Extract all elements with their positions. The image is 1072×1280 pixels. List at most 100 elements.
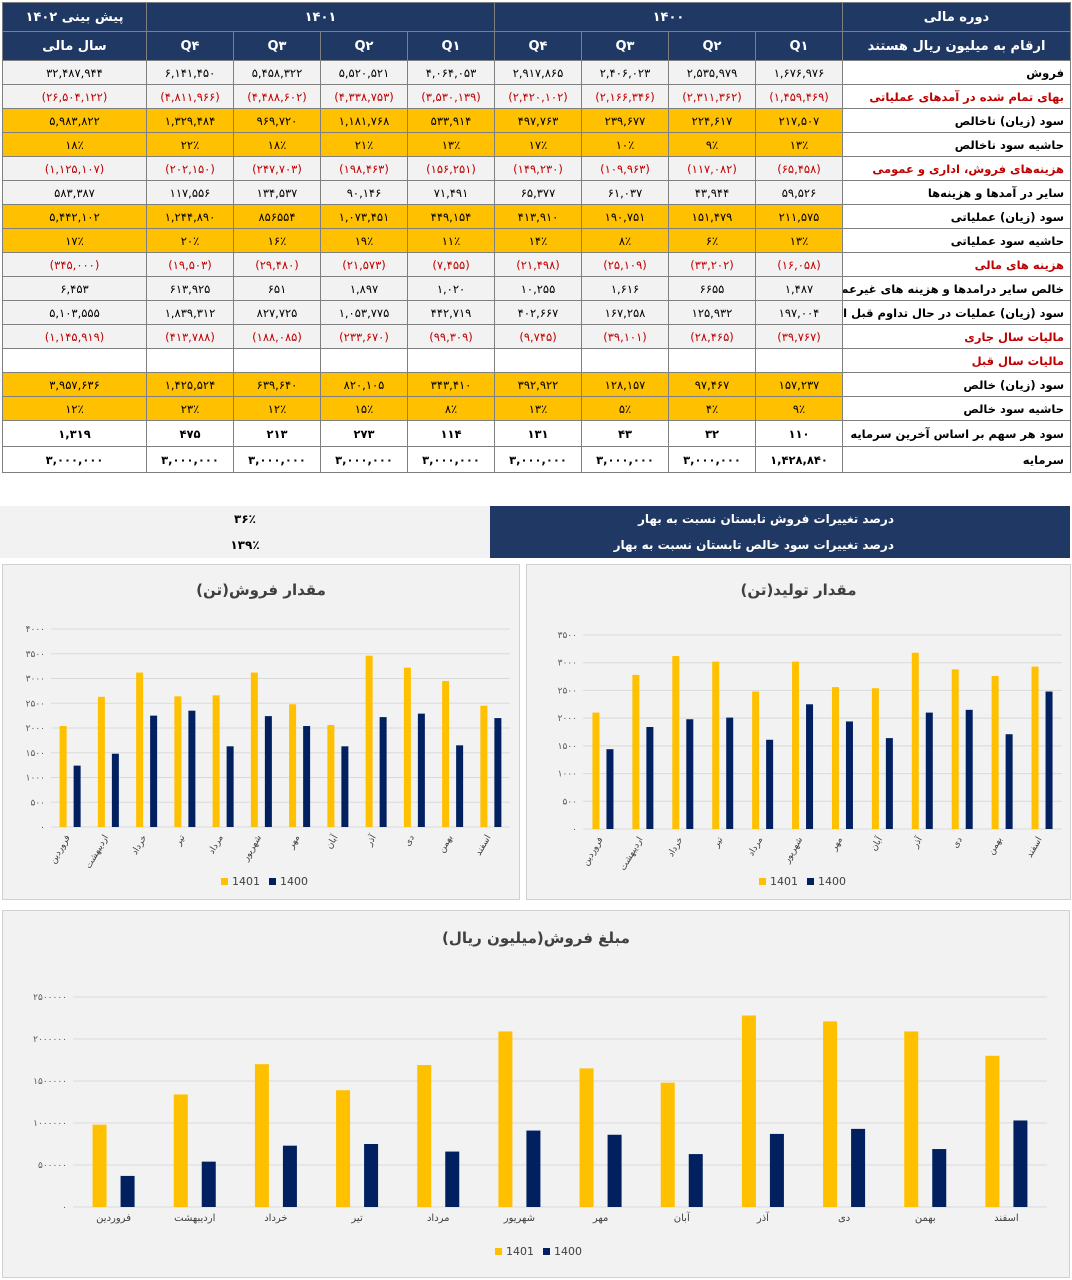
bar-1400 <box>806 704 814 829</box>
bar-1401 <box>741 1015 756 1207</box>
bar-1400 <box>73 765 81 827</box>
x-tick-label: مهر <box>592 1213 608 1224</box>
table-cell: ۱۱٪ <box>407 228 495 253</box>
chart-panel-sales-qty: مقدار فروش(تن) ۰ ۵۰۰ ۱۰۰۰ ۱۵۰۰ ۲۰۰۰ ۲۵۰۰ ۳۰۰۰ ۳… <box>2 564 520 900</box>
header-period: دوره مالی <box>842 2 1071 32</box>
bar-1401 <box>403 667 411 827</box>
table-cell <box>668 348 756 373</box>
table-cell: ۱۹٪ <box>320 228 408 253</box>
table-cell: ۴۴۹,۱۵۴ <box>407 204 495 229</box>
table-cell: ۱۲۵,۹۳۲ <box>668 300 756 325</box>
header-year-1400: ۱۴۰۰ <box>494 2 843 32</box>
row-label: مالیات سال قبل <box>842 348 1071 373</box>
table-cell: ۴۴۲,۷۱۹ <box>407 300 495 325</box>
quarter-header: Q۳ <box>233 31 321 61</box>
bar-1400 <box>264 716 272 827</box>
table-cell: ۱۲۸,۱۵۷ <box>581 372 669 397</box>
table-cell <box>2 348 147 373</box>
x-tick-label: خرداد <box>130 834 149 857</box>
row-label: حاشیه سود خالص <box>842 396 1071 421</box>
table-cell <box>581 348 669 373</box>
bar-1400 <box>111 753 119 827</box>
table-cell: (۶۵,۴۵۸) <box>755 156 843 181</box>
table-cell: ۱۰٪ <box>581 132 669 157</box>
table-cell: ۱,۸۹۷ <box>320 276 408 301</box>
bar-1401 <box>480 705 488 827</box>
table-cell: ۱,۴۲۸,۸۴۰ <box>755 446 843 473</box>
table-cell: ۲,۴۰۶,۰۲۳ <box>581 60 669 85</box>
x-tick-label: اردیبهشت <box>618 836 645 873</box>
table-cell: ۶,۴۵۳ <box>2 276 147 301</box>
table-cell: (۳۹,۱۰۱) <box>581 324 669 349</box>
legend-label: 1401 <box>770 875 798 888</box>
legend-label: 1400 <box>554 1245 582 1258</box>
quarter-header: Q۱ <box>407 31 495 61</box>
bar-1401 <box>254 1064 269 1207</box>
bar-1400 <box>282 1145 297 1207</box>
x-tick-label: آبان <box>674 1211 691 1224</box>
table-row: هزینه های مالی (۱۶,۰۵۸) (۳۳,۲۰۲) (۲۵,۱۰۹) (۲… <box>2 252 1071 277</box>
table-cell: ۱۷٪ <box>2 228 147 253</box>
table-cell: ۱۶۷,۲۵۸ <box>581 300 669 325</box>
table-cell: ۵,۹۸۳,۸۲۲ <box>2 108 147 133</box>
table-cell: (۱,۱۴۵,۹۱۹) <box>2 324 147 349</box>
table-cell: (۳۹,۷۶۷) <box>755 324 843 349</box>
table-cell: ۳۹۲,۹۲۲ <box>494 372 582 397</box>
fiscal-year-header: سال مالی <box>2 31 147 61</box>
quarter-header: Q۱ <box>755 31 843 61</box>
quarter-header: Q۲ <box>668 31 756 61</box>
legend-swatch <box>807 878 814 885</box>
table-cell: (۲,۳۱۱,۳۶۲) <box>668 84 756 109</box>
table-row: حاشیه سود خالص ۹٪ ۴٪ ۵٪ ۱۳٪ ۸٪ ۱۵٪ ۱۲٪ ۲۳٪ ۱۲٪ <box>2 396 1071 421</box>
table-cell: ۱۷٪ <box>494 132 582 157</box>
x-tick-label: فروردین <box>96 1213 131 1224</box>
table-cell: (۴,۴۸۸,۶۰۲) <box>233 84 321 109</box>
row-label: بهای تمام شده در آمدهای عملیاتی <box>842 84 1071 109</box>
table-cell: ۱,۴۸۷ <box>755 276 843 301</box>
y-tick-label: ۱۵۰۰ <box>26 749 45 759</box>
bar-1401 <box>792 661 800 829</box>
x-tick-label: خرداد <box>666 836 685 859</box>
row-label: حاشیه سود عملیاتی <box>842 228 1071 253</box>
row-label: حاشیه سود ناخالص <box>842 132 1071 157</box>
table-cell: ۱,۰۷۳,۴۵۱ <box>320 204 408 229</box>
table-cell: (۳,۵۳۰,۱۳۹) <box>407 84 495 109</box>
table-cell: ۱۹۷,۰۰۴ <box>755 300 843 325</box>
table-cell <box>407 348 495 373</box>
legend-label: 1400 <box>280 875 308 888</box>
bar-1401 <box>871 688 879 829</box>
table-cell: ۱۲٪ <box>2 396 147 421</box>
bar-1400 <box>932 1149 947 1207</box>
header-year-1401: ۱۴۰۱ <box>146 2 495 32</box>
table-row: مالیات سال قبل <box>2 348 1071 373</box>
row-label: فروش <box>842 60 1071 85</box>
table-row: سود (زیان) ناخالص ۲۱۷,۵۰۷ ۲۲۴,۶۱۷ ۲۳۹,۶۷۷ ۴۹… <box>2 108 1071 133</box>
table-cell: ۱,۴۲۵,۵۲۴ <box>146 372 234 397</box>
sales-amount-chart: ۰ ۵۰۰۰۰۰ ۱۰۰۰۰۰۰ ۱۵۰۰۰۰۰ ۲۰۰۰۰۰۰ ۲۵۰۰۰۰۰ فرورد… <box>33 993 1047 1258</box>
bar-1400 <box>445 1151 460 1207</box>
row-label: سود (زیان) عملیات در حال تداوم قبل از ما… <box>842 300 1071 325</box>
table-cell: ۱۸٪ <box>233 132 321 157</box>
x-tick-label: مهر <box>829 835 845 853</box>
table-cell <box>146 348 234 373</box>
percent-label: درصد تغییرات فروش تابستان نسبت به بهار <box>637 512 894 526</box>
bar-1401 <box>417 1065 432 1207</box>
table-cell: ۱۳۱ <box>494 420 582 447</box>
table-cell <box>755 348 843 373</box>
bar-1400 <box>526 1130 541 1207</box>
table-cell: ۵٪ <box>581 396 669 421</box>
y-tick-label: ۱۰۰۰ <box>558 770 577 780</box>
row-label: هزینه های مالی <box>842 252 1071 277</box>
x-tick-label: مرداد <box>746 835 765 858</box>
bar-1401 <box>823 1021 838 1207</box>
chart-panel-production: مقدار تولید(تن) ۰ ۵۰۰ ۱۰۰۰ ۱۵۰۰ ۲۰۰۰ ۲۵۰۰ ۳۰۰۰… <box>526 564 1071 900</box>
bar-1401 <box>579 1068 594 1207</box>
table-cell: (۱۸۸,۰۸۵) <box>233 324 321 349</box>
x-tick-label: آبان <box>867 834 885 853</box>
table-cell: ۵,۵۲۰,۵۲۱ <box>320 60 408 85</box>
table-cell: ۱۵٪ <box>320 396 408 421</box>
legend-swatch <box>269 878 276 885</box>
table-cell: ۲۱۱,۵۷۵ <box>755 204 843 229</box>
x-tick-label: اسفند <box>994 1213 1018 1224</box>
legend-label: 1400 <box>818 875 846 888</box>
